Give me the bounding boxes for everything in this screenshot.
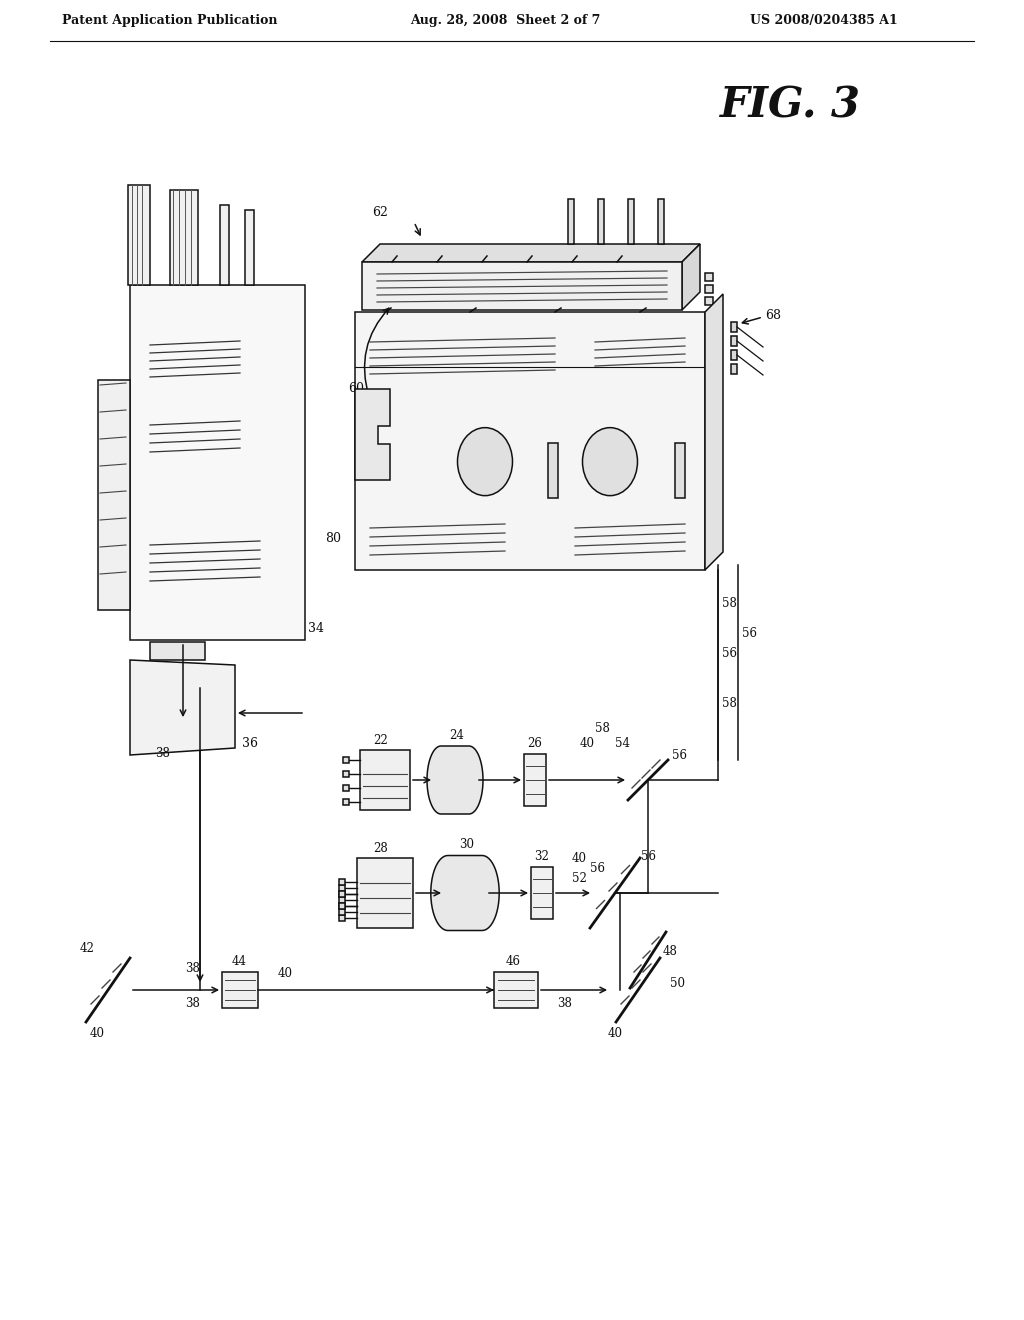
Text: 54: 54: [615, 737, 630, 750]
Bar: [339, 891, 345, 898]
Polygon shape: [362, 244, 700, 261]
Polygon shape: [355, 389, 390, 479]
Bar: [731, 364, 737, 374]
Text: Patent Application Publication: Patent Application Publication: [62, 15, 278, 26]
Text: 38: 38: [557, 997, 571, 1010]
Bar: [339, 915, 345, 921]
Bar: [628, 199, 634, 244]
Text: Aug. 28, 2008  Sheet 2 of 7: Aug. 28, 2008 Sheet 2 of 7: [410, 15, 600, 26]
Text: 56: 56: [590, 862, 605, 875]
Bar: [343, 771, 349, 777]
Text: 58: 58: [722, 597, 737, 610]
Text: 40: 40: [572, 851, 587, 865]
Text: 32: 32: [534, 850, 549, 863]
Text: 60: 60: [348, 381, 364, 395]
Text: 80: 80: [325, 532, 341, 545]
Bar: [128, 185, 150, 285]
Polygon shape: [427, 746, 483, 814]
Bar: [705, 285, 713, 293]
Text: 34: 34: [308, 622, 324, 635]
Bar: [245, 210, 254, 285]
Bar: [675, 442, 685, 498]
Bar: [598, 199, 604, 244]
Bar: [362, 261, 682, 310]
Ellipse shape: [583, 428, 638, 495]
Text: 46: 46: [506, 954, 521, 968]
Bar: [548, 442, 558, 498]
Text: 68: 68: [765, 309, 781, 322]
Bar: [339, 909, 345, 915]
Bar: [657, 199, 664, 244]
Bar: [339, 891, 345, 898]
Text: 48: 48: [663, 945, 678, 958]
Text: 40: 40: [90, 1027, 105, 1040]
Bar: [343, 785, 349, 791]
Bar: [705, 273, 713, 281]
Bar: [222, 972, 258, 1008]
Text: 40: 40: [580, 737, 595, 750]
Text: 44: 44: [232, 954, 247, 968]
Bar: [360, 750, 410, 810]
Text: 30: 30: [459, 838, 474, 851]
Bar: [220, 205, 229, 285]
Bar: [531, 867, 553, 919]
Polygon shape: [130, 660, 234, 755]
Text: 38: 38: [185, 962, 200, 975]
Text: 22: 22: [373, 734, 388, 747]
Bar: [98, 380, 130, 610]
Polygon shape: [705, 294, 723, 570]
Text: 56: 56: [641, 850, 656, 863]
Text: FIG. 3: FIG. 3: [720, 84, 861, 125]
Text: 58: 58: [722, 697, 737, 710]
Bar: [731, 322, 737, 333]
Text: 42: 42: [80, 942, 95, 954]
Bar: [731, 350, 737, 360]
Text: 50: 50: [670, 977, 685, 990]
Bar: [170, 190, 198, 285]
Bar: [494, 972, 538, 1008]
Text: 58: 58: [595, 722, 610, 735]
Bar: [355, 312, 705, 570]
Text: 62: 62: [372, 206, 388, 219]
Bar: [339, 879, 345, 884]
Bar: [339, 898, 345, 903]
Bar: [705, 297, 713, 305]
Bar: [731, 337, 737, 346]
Ellipse shape: [458, 428, 512, 495]
Text: 38: 38: [185, 997, 200, 1010]
Text: 56: 56: [722, 647, 737, 660]
Bar: [339, 903, 345, 909]
Text: 36: 36: [242, 737, 258, 750]
Text: 28: 28: [373, 842, 388, 855]
Polygon shape: [682, 244, 700, 310]
Bar: [567, 199, 573, 244]
Bar: [339, 884, 345, 891]
Text: 56: 56: [742, 627, 757, 640]
Text: 24: 24: [449, 729, 464, 742]
Bar: [339, 903, 345, 909]
Bar: [524, 754, 546, 807]
Text: 26: 26: [527, 737, 542, 750]
Text: 52: 52: [572, 873, 587, 884]
Text: 56: 56: [672, 748, 687, 762]
Bar: [130, 285, 305, 640]
Bar: [150, 665, 205, 685]
Bar: [357, 858, 413, 928]
Text: 40: 40: [278, 968, 293, 979]
Bar: [343, 756, 349, 763]
Bar: [150, 642, 205, 660]
Text: 40: 40: [608, 1027, 623, 1040]
Polygon shape: [431, 855, 499, 931]
Text: 38: 38: [155, 747, 170, 760]
Bar: [343, 799, 349, 805]
Text: US 2008/0204385 A1: US 2008/0204385 A1: [750, 15, 898, 26]
